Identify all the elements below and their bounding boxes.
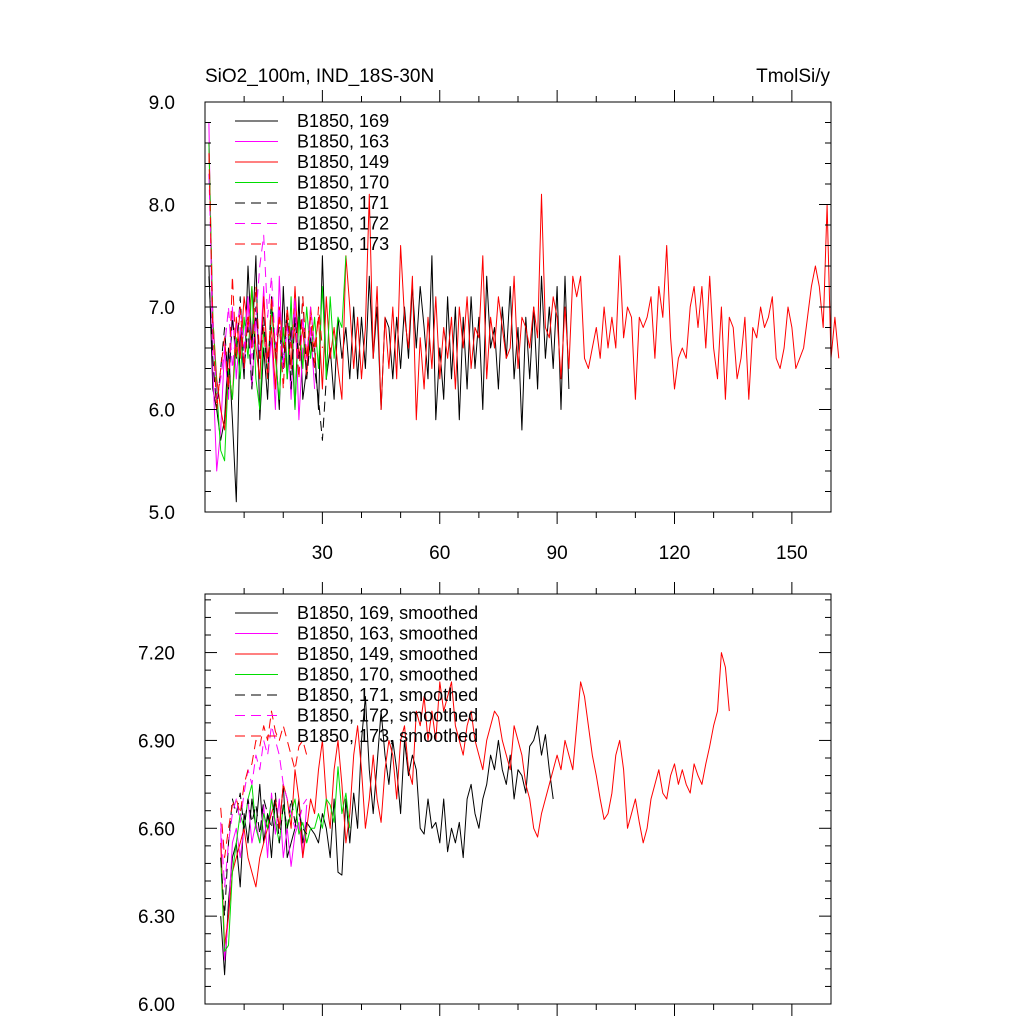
series-line-0-3 [208,142,347,462]
legend-label: B1850, 172, smoothed [297,706,478,726]
series-line-0-5 [208,173,316,400]
legend-label: B1850, 172 [297,214,389,234]
y-tick-label: 6.00 [138,995,175,1016]
legend-label: B1850, 149 [297,152,389,172]
series-line-0-4 [208,276,327,441]
y-tick-label: 6.90 [138,731,175,752]
y-tick-label: 6.0 [149,401,175,422]
x-tick-label: 90 [547,543,568,564]
top-series-group [208,122,840,503]
bottom-axis-ticks: 6.00 6.30 6.60 6.90 7.20 [138,582,831,1016]
legend-label: B1850, 171, smoothed [297,685,478,705]
legend-label: B1850, 171 [297,193,389,213]
y-tick-label: 7.20 [138,644,175,665]
series-line-0-2 [208,142,840,431]
legend-label: B1850, 149, smoothed [297,644,478,664]
series-line-1-6 [220,710,308,859]
y-tick-label: 6.30 [138,907,175,928]
top-axis-ticks: 5.0 6.0 7.0 8.0 9.0 30 60 90 120 150 [149,90,831,564]
y-tick-label: 8.0 [149,196,175,217]
legend-label: B1850, 169, smoothed [297,603,478,623]
legend-label: B1850, 173 [297,234,389,254]
x-tick-label: 120 [659,543,691,564]
y-tick-label: 6.60 [138,819,175,840]
bottom-series-group [220,652,730,976]
legend-label: B1850, 163 [297,132,389,152]
series-line-0-6 [208,153,323,410]
y-tick-label: 5.0 [149,503,175,524]
legend-label: B1850, 173, smoothed [297,726,478,746]
legend-label: B1850, 170 [297,173,389,193]
y-tick-label: 7.0 [149,298,175,319]
x-tick-label: 30 [312,543,333,564]
series-line-1-5 [220,725,308,888]
series-line-1-4 [220,792,308,917]
series-line-1-1 [220,792,308,961]
chart-title: SiO2_100m, IND_18S-30N [205,66,434,87]
units-label: TmolSi/y [756,66,830,87]
bottom-panel: 6.00 6.30 6.60 6.90 7.20 B1850, 169, smoothe… [138,582,832,1016]
y-tick-label: 9.0 [149,93,175,114]
top-panel: SiO2_100m, IND_18S-30N TmolSi/y 5.0 6.0 7.… [149,66,840,564]
x-tick-label: 60 [429,543,450,564]
legend-label: B1850, 170, smoothed [297,665,478,685]
legend-label: B1850, 163, smoothed [297,624,478,644]
x-tick-label: 150 [776,543,808,564]
legend-label: B1850, 169 [297,111,389,131]
